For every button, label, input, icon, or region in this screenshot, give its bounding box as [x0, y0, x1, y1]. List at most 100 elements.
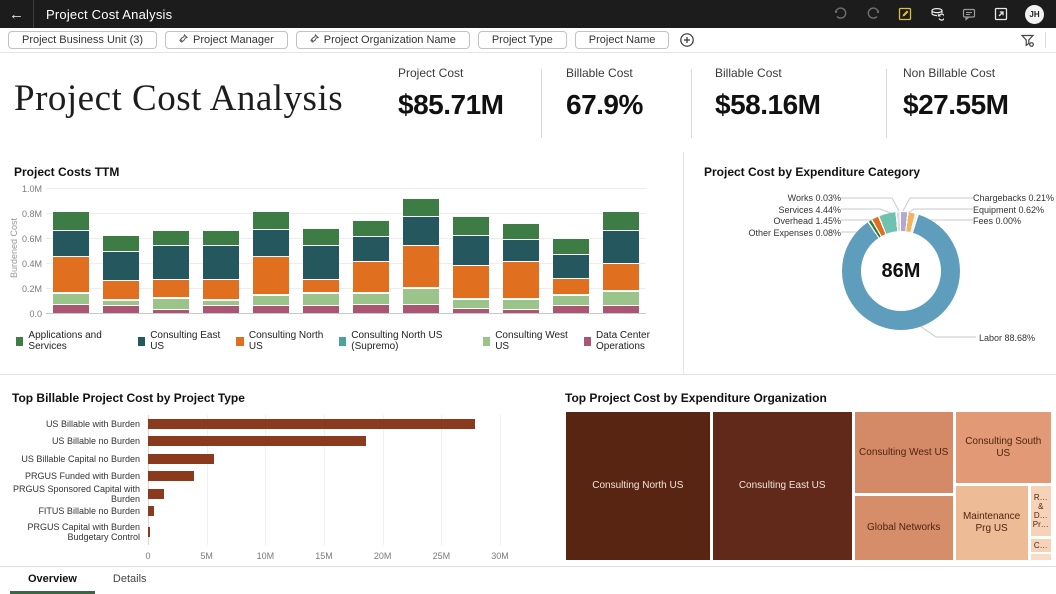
- bar-segment-applications-and-services[interactable]: [353, 219, 389, 236]
- redo-icon[interactable]: [865, 7, 880, 22]
- filter-chip-project-type[interactable]: Project Type: [477, 31, 567, 49]
- stacked-bar[interactable]: [403, 198, 439, 313]
- bar-segment-consulting-north-us[interactable]: [253, 256, 289, 294]
- hbar-bar-prgus-sponsored-capital-with-burden[interactable]: [148, 488, 165, 499]
- bar-segment-consulting-north-us-supremo-[interactable]: [353, 291, 389, 293]
- legend-item[interactable]: Consulting West US: [482, 330, 569, 352]
- hbar-bar-us-billable-no-burden[interactable]: [148, 436, 367, 447]
- stacked-bar[interactable]: [353, 219, 389, 313]
- bar-segment-consulting-east-us[interactable]: [53, 229, 89, 257]
- bar-segment-consulting-north-us-supremo-[interactable]: [203, 299, 239, 300]
- stacked-bar[interactable]: [303, 228, 339, 313]
- bar-segment-applications-and-services[interactable]: [203, 229, 239, 245]
- bar-segment-consulting-west-us[interactable]: [403, 287, 439, 304]
- bar-segment-consulting-west-us[interactable]: [553, 295, 589, 306]
- bar-segment-consulting-north-us-supremo-[interactable]: [403, 286, 439, 288]
- bar-segment-consulting-west-us[interactable]: [203, 300, 239, 306]
- bar-segment-consulting-north-us[interactable]: [353, 261, 389, 292]
- bar-segment-applications-and-services[interactable]: [403, 198, 439, 216]
- treemap-cell-global-networks[interactable]: Global Networks: [853, 494, 954, 561]
- bar-segment-consulting-north-us-supremo-[interactable]: [453, 297, 489, 299]
- refresh-data-icon[interactable]: [929, 7, 944, 22]
- legend-item[interactable]: Consulting North US (Supremo): [338, 330, 468, 352]
- bar-segment-consulting-north-us[interactable]: [503, 261, 539, 298]
- comments-icon[interactable]: [961, 7, 976, 22]
- bar-segment-data-center-operations[interactable]: [403, 304, 439, 313]
- user-avatar[interactable]: JH: [1025, 4, 1044, 24]
- bar-segment-consulting-east-us[interactable]: [603, 229, 639, 263]
- bar-segment-consulting-west-us[interactable]: [353, 292, 389, 304]
- bar-segment-applications-and-services[interactable]: [253, 210, 289, 229]
- bar-segment-consulting-north-us[interactable]: [53, 256, 89, 292]
- back-button[interactable]: ←: [0, 0, 34, 28]
- hbar-bar-prgus-capital-with-burden-budgetary-control[interactable]: [148, 527, 151, 537]
- stacked-bar[interactable]: [253, 210, 289, 313]
- legend-item[interactable]: Consulting East US: [137, 330, 222, 352]
- bar-segment-consulting-west-us[interactable]: [453, 298, 489, 308]
- stacked-bar[interactable]: [503, 223, 539, 313]
- present-icon[interactable]: [993, 7, 1008, 22]
- treemap-cell-consulting-south-us[interactable]: Consulting South US: [954, 411, 1052, 485]
- bar-segment-consulting-north-us[interactable]: [103, 280, 139, 299]
- add-filter-icon[interactable]: [679, 32, 695, 48]
- bar-segment-consulting-north-us-supremo-[interactable]: [553, 294, 589, 295]
- bar-segment-consulting-east-us[interactable]: [303, 244, 339, 279]
- bar-segment-consulting-east-us[interactable]: [503, 238, 539, 262]
- filter-chip-project-business-unit-3-[interactable]: Project Business Unit (3): [8, 31, 158, 49]
- bar-segment-applications-and-services[interactable]: [303, 228, 339, 245]
- treemap-cell-consulting-west-us[interactable]: Consulting West US: [853, 411, 954, 495]
- undo-icon[interactable]: [833, 7, 848, 22]
- bar-segment-consulting-west-us[interactable]: [303, 292, 339, 306]
- bar-segment-consulting-west-us[interactable]: [53, 292, 89, 304]
- bar-segment-data-center-operations[interactable]: [253, 305, 289, 313]
- edit-icon[interactable]: [897, 7, 912, 22]
- bar-segment-consulting-west-us[interactable]: [253, 295, 289, 306]
- treemap-cell-r-d-pr-[interactable]: R… & D… Pr…: [1029, 484, 1052, 538]
- bar-segment-consulting-north-us[interactable]: [303, 278, 339, 292]
- donut-ring[interactable]: 86M: [842, 212, 960, 330]
- bar-segment-applications-and-services[interactable]: [553, 238, 589, 254]
- treemap-cell-maintenance-prg-us[interactable]: Maintenance Prg US: [954, 484, 1029, 561]
- bar-segment-applications-and-services[interactable]: [603, 210, 639, 230]
- bar-segment-consulting-north-us-supremo-[interactable]: [103, 299, 139, 300]
- bar-segment-consulting-west-us[interactable]: [103, 300, 139, 306]
- hbar-bar-prgus-funded-with-burden[interactable]: [148, 471, 194, 482]
- bar-segment-consulting-north-us-supremo-[interactable]: [53, 291, 89, 293]
- tab-overview[interactable]: Overview: [10, 567, 95, 594]
- bar-segment-consulting-north-us-supremo-[interactable]: [603, 290, 639, 292]
- bar-segment-applications-and-services[interactable]: [503, 223, 539, 239]
- bar-segment-applications-and-services[interactable]: [53, 210, 89, 230]
- bar-segment-consulting-north-us[interactable]: [403, 245, 439, 287]
- hbar-bar-us-billable-with-burden[interactable]: [148, 418, 476, 429]
- bar-segment-data-center-operations[interactable]: [553, 305, 589, 313]
- bar-segment-data-center-operations[interactable]: [453, 307, 489, 313]
- bar-segment-consulting-east-us[interactable]: [553, 253, 589, 278]
- filter-chip-project-manager[interactable]: Project Manager: [165, 31, 288, 49]
- bar-segment-consulting-north-us-supremo-[interactable]: [503, 297, 539, 299]
- treemap-cell-consulting-east-us[interactable]: Consulting East US: [711, 411, 853, 561]
- bar-segment-consulting-north-us-supremo-[interactable]: [253, 294, 289, 295]
- bar-segment-consulting-east-us[interactable]: [453, 234, 489, 265]
- bar-segment-consulting-north-us-supremo-[interactable]: [303, 291, 339, 293]
- bar-segment-applications-and-services[interactable]: [103, 234, 139, 251]
- treemap-cell-c-[interactable]: C…: [1029, 537, 1052, 553]
- bar-segment-consulting-north-us[interactable]: [603, 262, 639, 291]
- bar-segment-consulting-west-us[interactable]: [153, 297, 189, 309]
- bar-segment-consulting-north-us-supremo-[interactable]: [153, 296, 189, 298]
- treemap-cell-consulting-north-us[interactable]: Consulting North US: [565, 411, 711, 561]
- bar-segment-applications-and-services[interactable]: [153, 229, 189, 245]
- bar-segment-consulting-east-us[interactable]: [403, 216, 439, 245]
- bar-segment-consulting-east-us[interactable]: [253, 228, 289, 257]
- stacked-bar[interactable]: [603, 210, 639, 313]
- filter-chip-project-name[interactable]: Project Name: [574, 31, 670, 49]
- stacked-bar[interactable]: [53, 210, 89, 313]
- stacked-bar[interactable]: [153, 229, 189, 313]
- bar-segment-data-center-operations[interactable]: [353, 304, 389, 313]
- bar-segment-consulting-north-us[interactable]: [553, 277, 589, 294]
- stacked-bar[interactable]: [103, 234, 139, 313]
- bar-segment-consulting-north-us[interactable]: [153, 278, 189, 297]
- bar-segment-consulting-east-us[interactable]: [153, 244, 189, 279]
- legend-item[interactable]: Applications and Services: [16, 330, 123, 352]
- bar-segment-consulting-east-us[interactable]: [203, 244, 239, 279]
- hbar-bar-us-billable-capital-no-burden[interactable]: [148, 453, 214, 464]
